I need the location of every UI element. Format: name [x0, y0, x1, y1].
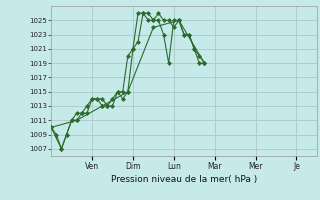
X-axis label: Pression niveau de la mer( hPa ): Pression niveau de la mer( hPa ) — [111, 175, 257, 184]
